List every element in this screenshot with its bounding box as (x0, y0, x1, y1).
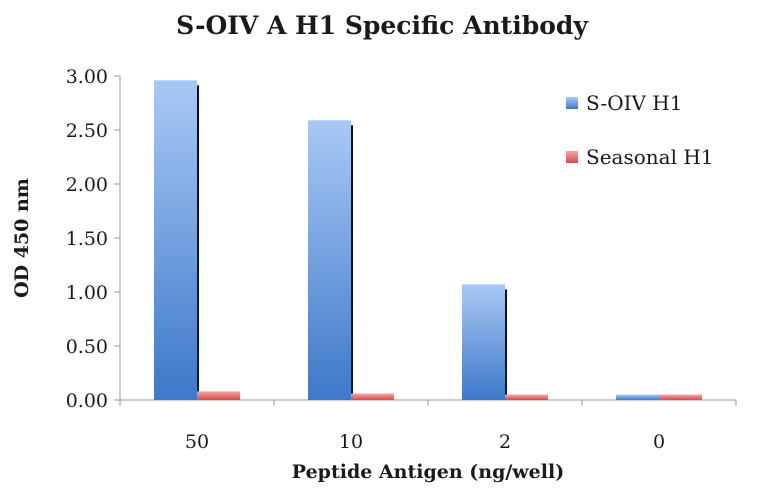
y-tick-label: 0.00 (66, 390, 108, 412)
y-ticks: 0.00 0.50 1.00 1.50 2.00 2.50 3.00 (66, 66, 120, 412)
bar-shadow (350, 125, 353, 400)
legend-label-series-1: S-OIV H1 (586, 91, 682, 115)
bar-series-2 (197, 391, 240, 400)
y-tick-label: 1.50 (66, 228, 108, 250)
x-tick-label: 10 (339, 431, 363, 453)
y-axis-label: OD 450 nm (11, 178, 33, 298)
y-tick-label: 0.50 (66, 336, 108, 358)
bar-series-1 (308, 120, 351, 400)
bar-shadow (504, 289, 507, 400)
bar-series-2 (505, 394, 548, 400)
legend-swatch-series-1 (566, 97, 578, 109)
bar-series-2 (351, 393, 394, 400)
bar-series-1 (616, 394, 659, 400)
y-tick-label: 3.00 (66, 66, 108, 88)
legend-label-series-2: Seasonal H1 (586, 145, 714, 169)
bar-series-1 (462, 284, 505, 400)
bar-series-1 (154, 80, 197, 400)
x-tick-label: 50 (185, 431, 209, 453)
bars (154, 80, 702, 400)
y-tick-label: 2.00 (66, 174, 108, 196)
x-tick-label: 0 (653, 431, 665, 453)
legend-swatch-series-2 (566, 151, 578, 163)
y-tick-label: 2.50 (66, 120, 108, 142)
y-tick-label: 1.00 (66, 282, 108, 304)
x-axis-label: Peptide Antigen (ng/well) (292, 461, 564, 483)
bar-series-2 (659, 394, 702, 400)
chart-title: S-OIV A H1 Specific Antibody (176, 11, 589, 40)
x-tick-label: 2 (499, 431, 511, 453)
x-ticks: 50 10 2 0 (119, 400, 737, 453)
legend: S-OIV H1 Seasonal H1 (566, 91, 714, 169)
bar-shadow (196, 85, 199, 400)
